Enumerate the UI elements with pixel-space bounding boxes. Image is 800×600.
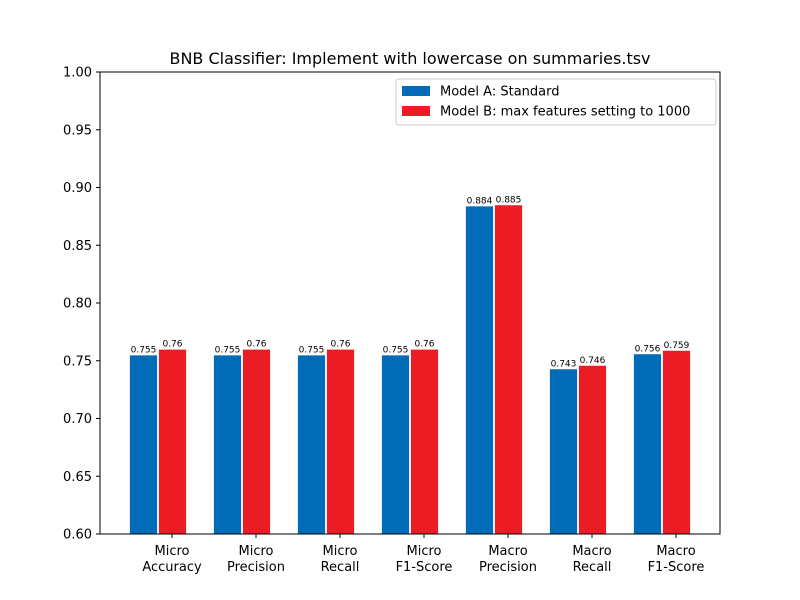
bar-value-label: 0.755 [383,345,409,355]
x-tick-label: F1-Score [396,560,453,575]
bar-series-1 [633,353,662,535]
x-tick-label: Micro [407,544,442,559]
bar-value-label: 0.759 [664,341,690,351]
x-tick-label: Micro [155,544,190,559]
bar-value-label: 0.76 [330,340,350,350]
bar-series-2 [662,349,691,535]
bar-value-label: 0.76 [414,340,434,350]
legend-label: Model B: max features setting to 1000 [440,105,690,120]
y-tick-label: 0.80 [63,297,92,312]
x-tick-label: Micro [323,544,358,559]
bar-series-1 [129,354,158,535]
legend-box [395,78,717,126]
legend-label: Model A: Standard [440,85,559,100]
bar-series-1 [381,354,410,535]
legend-swatch [402,86,430,96]
legend: Model A: Standard Model B: max features s… [395,78,717,126]
x-tick-label: Precision [227,560,285,575]
bar-value-label: 0.755 [131,345,157,355]
x-tick-label: F1-Score [648,560,705,575]
x-tick-label: Recall [321,560,360,575]
plot-frame [99,71,721,535]
bar-series-2 [410,348,439,535]
bar-series-1 [297,354,326,535]
bar-series-2 [326,348,355,535]
bar-series-1 [465,205,494,535]
y-tick-label: 1.00 [63,66,92,81]
y-tick-label: 0.85 [63,239,92,254]
x-tick-label: Recall [573,560,612,575]
bar-value-label: 0.755 [299,345,325,355]
x-tick-label: Macro [656,544,695,559]
bar-value-label: 0.755 [215,345,241,355]
x-tick-label: Macro [488,544,527,559]
x-tick-label: Macro [572,544,611,559]
bar-value-label: 0.76 [246,340,266,350]
x-tick-label: Micro [239,544,274,559]
chart-title: BNB Classifier: Implement with lowercase… [169,49,650,68]
x-tick-label: Accuracy [142,560,202,575]
y-tick-label: 0.70 [63,412,92,427]
y-tick-label: 0.60 [63,528,92,543]
y-tick-label: 0.65 [63,470,92,485]
legend-swatch [402,106,430,116]
plot-area: 0.60 0.65 0.70 0.75 0.80 0.85 0.90 0.95 1.00 0.75… [63,66,721,575]
bar-series-2 [494,204,523,535]
x-tick-label: Precision [479,560,537,575]
bar-series-1 [549,368,578,535]
bar-series-2 [242,348,271,535]
bar-series-2 [158,348,187,535]
y-tick-label: 0.90 [63,181,92,196]
bar-value-label: 0.746 [580,356,606,366]
bar-series-2 [578,364,607,535]
y-tick-label: 0.75 [63,354,92,369]
bar-value-label: 0.743 [551,359,577,369]
bar-value-label: 0.884 [467,196,493,206]
bar-value-label: 0.756 [635,344,661,354]
bar-series-1 [213,354,242,535]
y-tick-label: 0.95 [63,123,92,138]
bar-value-label: 0.76 [162,340,182,350]
bar-value-label: 0.885 [496,195,522,205]
